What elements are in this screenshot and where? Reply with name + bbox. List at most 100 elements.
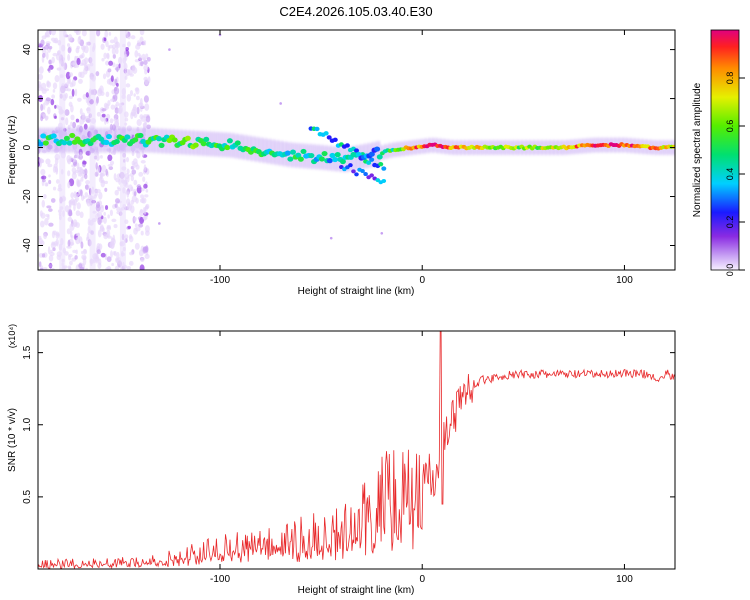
spectrogram-halo-cell: [356, 145, 361, 170]
spectrogram-halo-cell: [153, 128, 158, 153]
spectrogram-noise-cell: [86, 232, 90, 240]
spectrogram-halo-cell: [351, 146, 356, 171]
spectrogram-signal-cell: [105, 133, 112, 140]
spectrogram-noise-cell: [95, 188, 101, 193]
spectrogram-noise-cell: [78, 263, 83, 269]
spectrogram-noise-cell: [116, 206, 121, 212]
spectrogram-noise-cell: [68, 78, 71, 85]
spectrogram-noise-point: [168, 48, 171, 51]
spectrogram-noise-cell: [48, 59, 52, 65]
spectrogram-signal-cell: [374, 146, 381, 152]
spectrogram-x-axis-label: Height of straight line (km): [298, 286, 415, 297]
spectrogram-signal-cell: [308, 152, 315, 159]
snr-y-multiplier: (x10⁴): [7, 324, 17, 348]
spectrogram-noise-cell: [73, 161, 78, 167]
spectrogram-noise-cell: [103, 233, 108, 240]
spectrogram-noise-cell: [126, 191, 130, 198]
spectrogram-noise-cell: [109, 160, 115, 166]
spectrogram-noise-cell: [69, 241, 75, 246]
spectrogram-noise-cell: [79, 166, 84, 175]
spectrogram-noise-cell: [99, 224, 104, 231]
spectrogram-noise-cell: [43, 194, 47, 199]
spectrogram-noise-cell: [126, 94, 132, 102]
spectrogram-noise-cell: [68, 156, 73, 162]
spectrogram-noise-cell: [96, 96, 99, 104]
spectrogram-noise-cell: [48, 254, 54, 262]
spectrogram-noise-cell: [42, 102, 46, 110]
spectrogram-noise-cell: [39, 267, 44, 270]
spectrogram-noise-cell: [130, 186, 134, 192]
spectrogram-noise-cell: [95, 30, 101, 37]
spectrogram-noise-cell: [103, 52, 108, 60]
spectrogram-noise-cell: [75, 232, 80, 237]
spectrogram-noise-cell: [86, 107, 91, 112]
spectrogram-noise-cell: [42, 52, 46, 58]
spectrogram-noise-cell: [52, 165, 56, 173]
spectrogram-noise-cell: [50, 37, 56, 42]
spectrogram-noise-cell: [73, 198, 78, 206]
spectrogram-noise-cell: [143, 59, 148, 66]
spectrogram-noise-cell: [85, 180, 91, 185]
spectrogram-noise-cell: [144, 78, 149, 85]
spectrogram-noise-cell: [97, 229, 102, 238]
spectrogram-noise-cell: [111, 47, 116, 56]
spectrogram-noise-cell: [115, 198, 121, 204]
spectrogram-noise-cell: [52, 247, 56, 252]
spectrogram-noise-cell: [77, 36, 81, 45]
spectrogram-noise-cell: [40, 212, 46, 219]
spectrogram-noise-cell: [74, 55, 77, 64]
spectrogram-noise-cell: [71, 167, 77, 173]
spectrogram-noise-cell: [78, 154, 84, 160]
spectrogram-signal-cell: [326, 158, 333, 164]
spectrogram-noise-cell: [44, 45, 50, 50]
snr-y-tick-label: 0.5: [22, 489, 33, 503]
spectrogram-noise-cell: [117, 256, 121, 265]
spectrogram-branch-cell: [366, 160, 372, 165]
spectrogram-noise-cell: [134, 50, 139, 58]
spectrogram-noise-cell: [111, 262, 114, 267]
spectrogram-noise-cell: [41, 175, 47, 180]
colorbar: 0.0 0.2 0.4 0.6 0.8 Normalized spectral ampl…: [692, 29, 745, 276]
spectrogram-noise-cell: [74, 255, 78, 260]
spectrogram-noise-cell: [102, 73, 107, 80]
spectrogram-noise-cell: [143, 40, 147, 46]
spectrogram-y-tick-label: -20: [22, 189, 33, 204]
spectrogram-noise-cell: [67, 170, 71, 177]
spectrogram-signal-cell: [192, 142, 199, 148]
spectrogram-signal-cell: [63, 135, 70, 141]
spectrogram-noise-cell: [116, 82, 119, 87]
spectrogram-noise-cell: [106, 224, 111, 229]
spectrogram-noise-cell: [51, 56, 55, 64]
spectrogram-noise-cell: [50, 249, 53, 253]
spectrogram-noise-cell: [38, 84, 42, 92]
spectrogram-noise-cell: [44, 32, 48, 38]
spectrogram-noise-cell: [110, 250, 113, 259]
spectrogram-noise-cell: [68, 200, 74, 204]
spectrogram-x-tick-label: 100: [616, 275, 633, 286]
spectrogram-noise-cell: [134, 242, 140, 250]
spectrogram-noise-cell: [46, 205, 52, 209]
spectrogram-halo-cell: [68, 127, 73, 153]
spectrogram-halo-cell: [186, 130, 191, 155]
snr-y-axis-label: SNR (10 * v/v): [7, 408, 18, 472]
spectrogram-branch-cell: [354, 148, 359, 153]
spectrogram-noise-cell: [143, 183, 148, 189]
spectrogram-noise-cell: [40, 220, 45, 228]
spectrogram-noise-cell: [42, 113, 47, 119]
spectrogram-noise-cell: [69, 260, 73, 266]
spectrogram-signal-cell: [103, 139, 110, 145]
spectrogram-noise-cell: [95, 204, 101, 212]
spectrogram-noise-cell: [52, 88, 56, 93]
spectrogram-noise-cell: [69, 72, 74, 77]
spectrogram-noise-cell: [79, 108, 83, 116]
spectrogram-signal-cell: [42, 140, 49, 146]
spectrogram-branch-cell: [381, 166, 387, 171]
spectrogram-noise-cell: [108, 60, 114, 66]
spectrogram-noise-cell: [136, 184, 142, 189]
spectrogram-signal-cell: [226, 138, 233, 144]
spectrogram-branch-cell: [381, 178, 387, 183]
spectrogram-noise-cell: [131, 169, 137, 175]
spectrogram-noise-cell: [105, 40, 109, 47]
spectrogram-noise-cell: [107, 100, 111, 106]
spectrogram-noise-cell: [105, 60, 110, 66]
